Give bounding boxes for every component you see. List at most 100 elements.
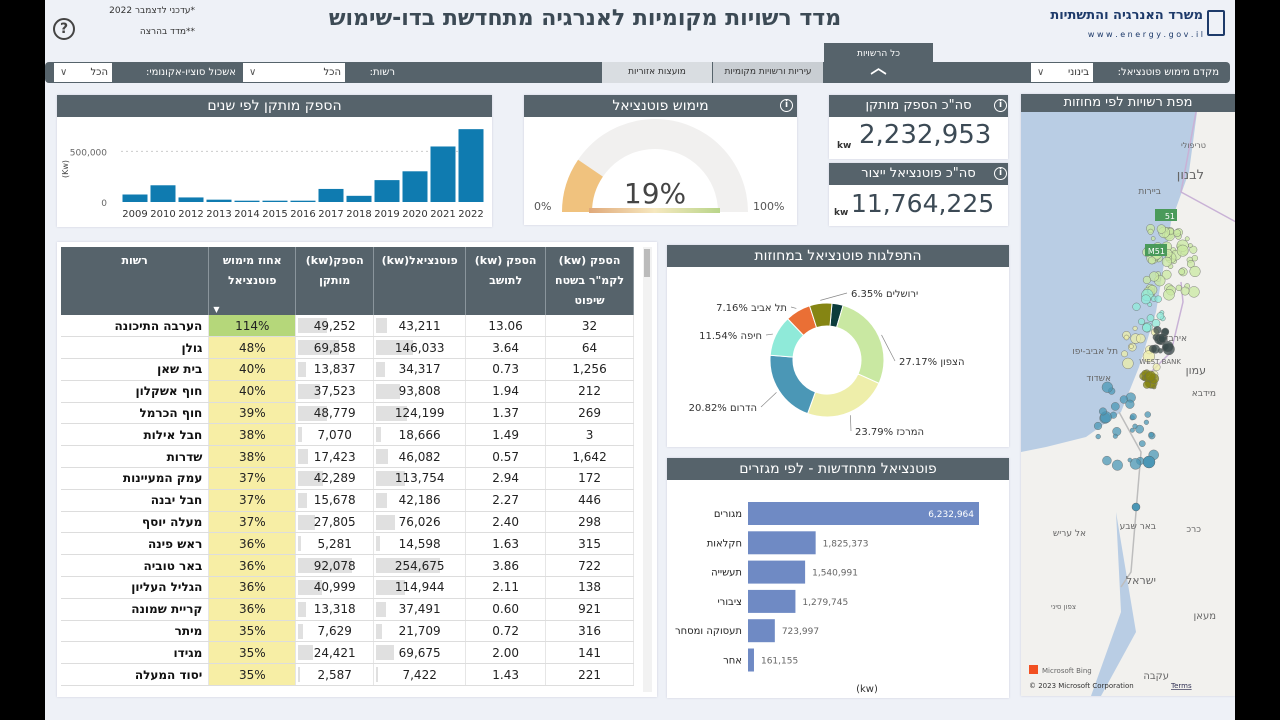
cell-data-bar xyxy=(376,427,381,443)
cell-value: 221 xyxy=(578,667,601,682)
map-label: מידבא xyxy=(1192,389,1216,399)
potential: 93,808 xyxy=(373,380,467,403)
sort-desc-icon[interactable]: ▼ xyxy=(213,305,220,314)
cell-value: 1.94 xyxy=(492,384,519,399)
map-terms-link[interactable]: Terms xyxy=(1170,682,1192,690)
cell-data-bar xyxy=(298,514,315,530)
cell-value: 13.06 xyxy=(488,318,523,333)
per-resident: 0.73 xyxy=(465,358,547,381)
cell-value: 2.27 xyxy=(492,493,519,508)
cell-value: 254,675 xyxy=(394,558,445,573)
potential: 46,082 xyxy=(373,445,467,469)
table-row[interactable]: ראש פינה 36% 5,281 14,598 1.63 315 xyxy=(61,532,634,556)
cell-value: 172 xyxy=(578,471,601,486)
installed-capacity: 92,078 xyxy=(295,554,375,578)
per-km2: 172 xyxy=(545,467,634,490)
bar xyxy=(402,171,428,202)
authority-dot xyxy=(1138,440,1146,447)
table-row[interactable]: יסוד המעלה 35% 2,587 7,422 1.43 221 xyxy=(61,663,634,687)
authority-name: ראש פינה xyxy=(61,532,210,556)
authority-dot xyxy=(1142,350,1155,363)
x-tick-label: 2014 xyxy=(234,209,259,220)
authority-dot xyxy=(1189,265,1201,277)
cell-value: 114% xyxy=(235,318,270,333)
column-header[interactable]: פוטנציאל(kw) xyxy=(373,247,467,315)
scrollbar-thumb[interactable] xyxy=(644,249,650,277)
value-label: 1,825,373 xyxy=(823,539,869,549)
bar xyxy=(318,188,344,202)
leader-line xyxy=(765,333,773,336)
district-donut-chart: הצפון 27.17% המרכז 23.79% הדרום 20.82% חיפה… xyxy=(689,289,965,438)
table-row[interactable]: מעלה יוסף 37% 27,805 76,026 2.40 298 xyxy=(61,511,634,534)
table-row[interactable]: שדרות 38% 17,423 46,082 0.57 1,642 xyxy=(61,445,634,469)
bar xyxy=(346,195,372,202)
potential-pct: 38% xyxy=(208,445,297,469)
table-row[interactable]: גולן 48% 69,858 146,033 3.64 64 xyxy=(61,336,634,360)
info-icon[interactable]: i xyxy=(994,167,1007,180)
per-resident: 3.64 xyxy=(465,336,547,360)
table-row[interactable]: מגידו 35% 24,421 69,675 2.00 141 xyxy=(61,641,634,665)
cell-data-bar xyxy=(376,318,387,333)
column-header[interactable]: הספק (kw) לתושב xyxy=(465,247,547,315)
cell-value: 0.57 xyxy=(492,449,519,464)
cell-value: 1,642 xyxy=(572,449,607,464)
column-header[interactable]: הספק(kw) מותקן xyxy=(295,247,375,315)
potential-factor-dropdown[interactable]: בינוני ∨ xyxy=(1030,62,1094,83)
cell-value: 69,858 xyxy=(313,340,356,355)
table-row[interactable]: עמק המעיינות 37% 42,289 113,754 2.94 172 xyxy=(61,467,634,490)
cell-value: 27,805 xyxy=(313,515,356,530)
info-icon[interactable]: i xyxy=(994,99,1007,112)
table-row[interactable]: קריית שמונה 36% 13,318 37,491 0.60 921 xyxy=(61,598,634,621)
table-row[interactable]: חוף הכרמל 39% 48,779 124,199 1.37 269 xyxy=(61,402,634,425)
all-authorities-tab[interactable]: כל הרשויות ︿ xyxy=(824,43,933,83)
cell-data-bar xyxy=(376,558,440,574)
bar xyxy=(748,502,979,525)
info-icon[interactable]: i xyxy=(780,99,793,112)
table-row[interactable]: מיתר 35% 7,629 21,709 0.72 316 xyxy=(61,620,634,643)
cell-data-bar xyxy=(376,623,382,639)
potential-pct: 35% xyxy=(208,620,297,643)
authority-dot xyxy=(1189,245,1198,254)
authority-dot xyxy=(1153,325,1162,335)
table-row[interactable]: חוף אשקלון 40% 37,523 93,808 1.94 212 xyxy=(61,380,634,403)
per-km2: 32 xyxy=(545,315,634,338)
installed-capacity: 13,318 xyxy=(295,598,375,621)
cell-data-bar xyxy=(298,362,307,378)
bar xyxy=(206,199,232,202)
authority-dot xyxy=(1152,363,1161,371)
district-map[interactable]: טריפולי לבנון ביירות 51 M51 אירבד תל אביב-יפו ע… xyxy=(1021,112,1235,696)
cell-value: 43,211 xyxy=(398,318,441,333)
column-header[interactable]: רשות xyxy=(61,247,210,315)
cell-value: 37% xyxy=(238,471,266,486)
tab-regional[interactable]: מועצות אזוריות xyxy=(602,62,712,83)
per-resident: 13.06 xyxy=(465,315,547,338)
socio-dropdown[interactable]: הכל ∨ xyxy=(53,62,113,83)
authority-dot xyxy=(1132,302,1141,311)
cell-data-bar xyxy=(376,405,408,421)
column-header[interactable]: אחוז מימוש פוטנציאל ▼ xyxy=(208,247,297,315)
sector-bar-chart: מגורים 6,232,964 חקלאות 1,825,373 תעשייה 1,54… xyxy=(675,502,979,695)
table-row[interactable]: חבל יבנה 37% 15,678 42,186 2.27 446 xyxy=(61,489,634,512)
authority-dot xyxy=(1147,302,1153,307)
authority-dot xyxy=(1102,455,1112,466)
help-button[interactable]: ? xyxy=(53,18,75,40)
table-row[interactable]: הערבה התיכונה 114% 49,252 43,211 13.06 32 xyxy=(61,315,634,338)
table-row[interactable]: הגליל העליון 36% 40,999 114,944 2.11 138 xyxy=(61,576,634,599)
potential-pct: 35% xyxy=(208,663,297,687)
cell-data-bar xyxy=(298,383,321,399)
authority-dot xyxy=(1150,236,1156,241)
table-scrollbar[interactable] xyxy=(643,247,652,692)
column-header[interactable]: הספק (kw) לקמ"ר בשטח שיפוט xyxy=(545,247,634,315)
cell-value: 1.49 xyxy=(492,427,519,442)
map-label: עמון xyxy=(1186,364,1206,377)
table-row[interactable]: חבל אילות 38% 7,070 18,666 1.49 3 xyxy=(61,423,634,447)
tab-cities[interactable]: עיריות ורשויות מקומיות xyxy=(713,62,823,83)
category-label: תעסוקה ומסחר xyxy=(675,626,742,637)
authority-dot xyxy=(1125,399,1135,409)
bar xyxy=(458,129,484,202)
authority-dot xyxy=(1144,411,1151,418)
table-row[interactable]: באר טוביה 36% 92,078 254,675 3.86 722 xyxy=(61,554,634,578)
table-row[interactable]: בית שאן 40% 13,837 34,317 0.73 1,256 xyxy=(61,358,634,381)
authority-dropdown[interactable]: הכל ∨ xyxy=(242,62,346,83)
authority-dot xyxy=(1132,423,1138,429)
